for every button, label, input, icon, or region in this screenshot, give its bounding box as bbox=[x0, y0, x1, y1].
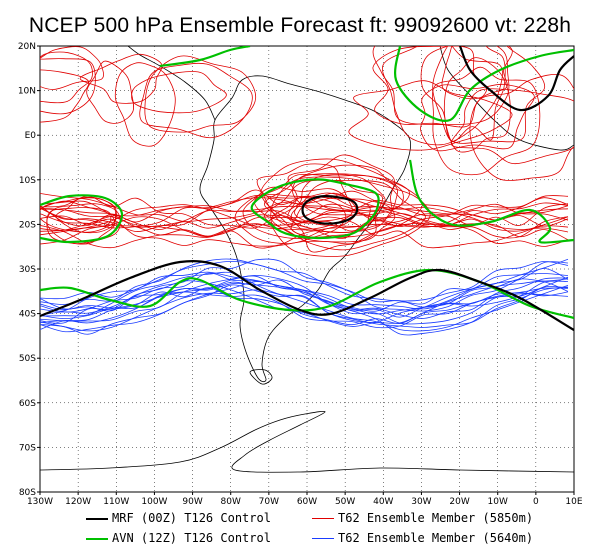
green-avn-contour bbox=[408, 159, 574, 244]
red-ensemble-contour bbox=[372, 46, 488, 128]
blue-ensemble-contour bbox=[40, 274, 569, 325]
legend-ens-5850: T62 Ensemble Member (5850m) bbox=[312, 511, 533, 525]
red-ensemble-contour bbox=[270, 176, 431, 257]
red-ensemble-contour bbox=[40, 69, 90, 123]
legend-swatch-ens-5850 bbox=[312, 518, 334, 519]
lon-label: 10W bbox=[488, 497, 508, 507]
legend-ens-5640: T62 Ensemble Member (5640m) bbox=[312, 531, 533, 545]
lon-label: 70W bbox=[259, 497, 279, 507]
lon-label: 130W bbox=[27, 497, 53, 507]
red-ensemble-contour bbox=[114, 62, 176, 147]
blue-ensemble-contour bbox=[40, 284, 569, 335]
blue-ensemble-contour bbox=[40, 277, 569, 320]
red-ensemble-contour bbox=[86, 60, 135, 124]
lat-label: 20S bbox=[19, 220, 36, 230]
lon-label: 90W bbox=[182, 497, 202, 507]
black-mrf-contour bbox=[301, 195, 359, 225]
legend-label-mrf: MRF (00Z) T126 Control bbox=[112, 511, 271, 525]
longitude-labels: 130W 120W 110W 100W 90W 80W 70W 60W 50W 40W 30W 20W… bbox=[27, 492, 583, 507]
lat-label: 10N bbox=[18, 87, 36, 97]
green-avn-contour bbox=[40, 194, 124, 244]
lon-label: 0 bbox=[533, 497, 539, 507]
red-ensemble-contour bbox=[254, 173, 398, 233]
blue-ensemble-contour bbox=[40, 268, 569, 323]
lat-label: 20N bbox=[18, 42, 36, 52]
blue-ensemble-contour bbox=[40, 285, 569, 332]
tierra-del-fuego-coastline bbox=[249, 369, 273, 385]
red-ensemble-contour bbox=[432, 66, 541, 176]
lat-label: E0 bbox=[25, 131, 37, 141]
red-ensemble-contour bbox=[469, 73, 574, 181]
lon-label: 120W bbox=[65, 497, 91, 507]
legend-avn: AVN (12Z) T126 Control bbox=[86, 531, 271, 545]
red-ensemble-contour bbox=[443, 57, 511, 153]
lat-label: 70S bbox=[19, 443, 36, 453]
green-avn-contour bbox=[394, 46, 574, 122]
lon-label: 80W bbox=[221, 497, 241, 507]
lon-label: 10E bbox=[565, 497, 582, 507]
red-ensemble-contour bbox=[40, 58, 96, 115]
map-title: NCEP 500 hPa Ensemble Forecast ft: 99092… bbox=[28, 14, 572, 37]
blue-ensemble-contours bbox=[40, 258, 569, 336]
lon-label: 40W bbox=[373, 497, 393, 507]
green-avn-contour bbox=[159, 46, 251, 68]
red-ensemble-contour bbox=[40, 206, 569, 237]
red-ensemble-contour bbox=[372, 46, 510, 126]
red-ensemble-contour bbox=[46, 207, 116, 245]
red-ensemble-contour bbox=[40, 200, 112, 231]
red-ensemble-contour bbox=[420, 46, 546, 144]
red-ensemble-contour bbox=[40, 195, 569, 232]
red-ensemble-contour bbox=[139, 62, 253, 139]
red-ensemble-contour bbox=[40, 215, 569, 247]
antarctica-coastline bbox=[40, 410, 574, 473]
lon-label: 20W bbox=[449, 497, 469, 507]
black-mrf-contour bbox=[458, 46, 574, 112]
lat-label: 40S bbox=[19, 310, 36, 320]
red-ensemble-contour bbox=[292, 164, 404, 216]
legend-swatch-avn bbox=[86, 537, 108, 540]
red-ensemble-contour bbox=[348, 80, 513, 151]
red-ensemble-contour bbox=[264, 173, 423, 239]
legend-swatch-ens-5640 bbox=[312, 538, 334, 539]
red-ensemble-contour bbox=[450, 88, 574, 165]
legend-label-ens-5850: T62 Ensemble Member (5850m) bbox=[338, 511, 534, 525]
lon-label: 30W bbox=[411, 497, 431, 507]
green-avn-contour bbox=[250, 178, 380, 240]
red-ensemble-contour bbox=[441, 46, 513, 100]
lat-label: 80S bbox=[19, 488, 36, 498]
red-ensemble-contours bbox=[40, 46, 574, 257]
red-ensemble-contour bbox=[432, 46, 506, 142]
legend-mrf: MRF (00Z) T126 Control bbox=[86, 511, 271, 525]
legend-swatch-mrf bbox=[86, 517, 108, 520]
black-mrf-contours bbox=[40, 46, 574, 331]
red-ensemble-contour bbox=[40, 196, 117, 233]
lat-label: 10S bbox=[19, 176, 36, 186]
lat-label: 50S bbox=[19, 354, 36, 364]
red-ensemble-contour bbox=[40, 192, 569, 228]
blue-ensemble-contour bbox=[40, 258, 569, 312]
legend-label-avn: AVN (12Z) T126 Control bbox=[112, 531, 271, 545]
lon-label: 100W bbox=[141, 497, 167, 507]
latitude-labels: 20N 10N E0 10S 20S 30S 40S 50S 60S 70S 80S bbox=[18, 42, 40, 498]
legend-label-ens-5640: T62 Ensemble Member (5640m) bbox=[338, 531, 534, 545]
lon-label: 60W bbox=[297, 497, 317, 507]
lat-label: 60S bbox=[19, 399, 36, 409]
lat-label: 30S bbox=[19, 265, 36, 275]
lon-label: 110W bbox=[103, 497, 129, 507]
red-ensemble-contour bbox=[144, 55, 257, 133]
red-ensemble-contour bbox=[40, 197, 569, 232]
red-ensemble-contour bbox=[40, 51, 93, 104]
blue-ensemble-contour bbox=[40, 281, 569, 336]
lon-label: 50W bbox=[335, 497, 355, 507]
black-mrf-contour bbox=[40, 260, 574, 331]
red-ensemble-contour bbox=[271, 195, 396, 243]
south-america-coastline bbox=[199, 75, 411, 383]
blue-ensemble-contour bbox=[40, 287, 569, 326]
